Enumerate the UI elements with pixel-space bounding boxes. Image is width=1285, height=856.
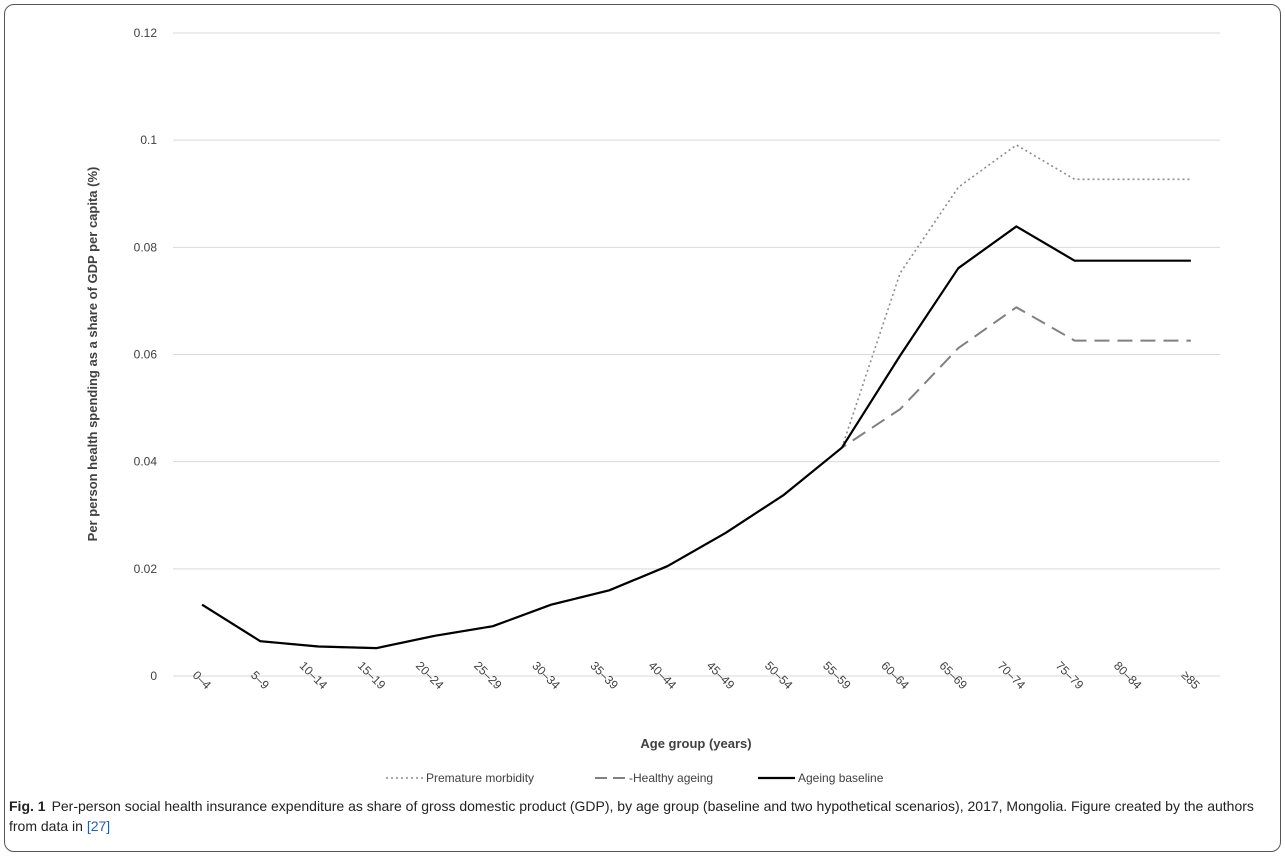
y-tick-label: 0.12 <box>134 26 158 40</box>
x-tick-label: 80–84 <box>1111 659 1145 693</box>
legend-label: Ageing baseline <box>798 771 884 785</box>
y-tick-label: 0.02 <box>134 562 158 576</box>
y-tick-label: 0 <box>150 669 157 683</box>
x-tick-label: 40–44 <box>646 659 680 693</box>
x-tick-label: 70–74 <box>995 659 1029 693</box>
legend: Premature morbidity -Healthy ageing Ageing… <box>386 771 884 785</box>
y-tick-label: 0.04 <box>134 455 158 469</box>
y-tick-label: 0.06 <box>134 348 158 362</box>
gridlines <box>173 32 1220 677</box>
x-tick-label: 45–49 <box>704 659 738 693</box>
series-line-1 <box>201 306 1191 650</box>
x-tick-label: 5–9 <box>248 668 272 692</box>
x-tick-label: 75–79 <box>1053 659 1087 693</box>
caption-text: Per-person social health insurance expen… <box>9 798 1254 834</box>
series-line-2 <box>201 225 1191 650</box>
x-tick-label: 35–39 <box>588 659 622 693</box>
x-tick-label: 60–64 <box>878 659 912 693</box>
y-tick-label: 0.1 <box>140 133 157 147</box>
figure-label: Fig. 1 <box>9 798 46 814</box>
x-tick-label: 10–14 <box>297 659 331 693</box>
x-tick-label: 0–4 <box>190 668 214 692</box>
y-tick-label: 0.08 <box>134 240 158 254</box>
x-axis-title: Age group (years) <box>640 736 751 751</box>
x-tick-label: 50–54 <box>762 659 796 693</box>
x-tick-labels: 0–4 5–9 10–14 15–19 20–24 25–29 30–34 35–39 40–4… <box>190 659 1203 693</box>
x-tick-label: 55–59 <box>820 659 854 693</box>
line-chart: 0 0.02 0.04 0.06 0.08 0.1 0.12 0–4 5–9 10–14 15–1… <box>85 26 1220 785</box>
x-tick-label: 65–69 <box>937 659 971 693</box>
x-tick-label: 20–24 <box>413 659 447 693</box>
series-line-0 <box>201 144 1191 649</box>
y-axis-title: Per person health spending as a share of… <box>85 167 100 542</box>
x-tick-label: 15–19 <box>355 659 389 693</box>
x-tick-label: 30–34 <box>529 659 563 693</box>
legend-label: -Healthy ageing <box>629 771 713 785</box>
reference-link[interactable]: [27] <box>86 818 111 834</box>
y-tick-labels: 0 0.02 0.04 0.06 0.08 0.1 0.12 <box>134 26 158 683</box>
figure-frame <box>4 4 1281 852</box>
x-tick-label: ≥85 <box>1179 668 1203 692</box>
series-lines <box>201 144 1191 650</box>
x-tick-label: 25–29 <box>471 659 505 693</box>
legend-label: Premature morbidity <box>426 771 534 785</box>
figure-caption: Fig. 1 Per-person social health insurance… <box>9 796 1274 836</box>
